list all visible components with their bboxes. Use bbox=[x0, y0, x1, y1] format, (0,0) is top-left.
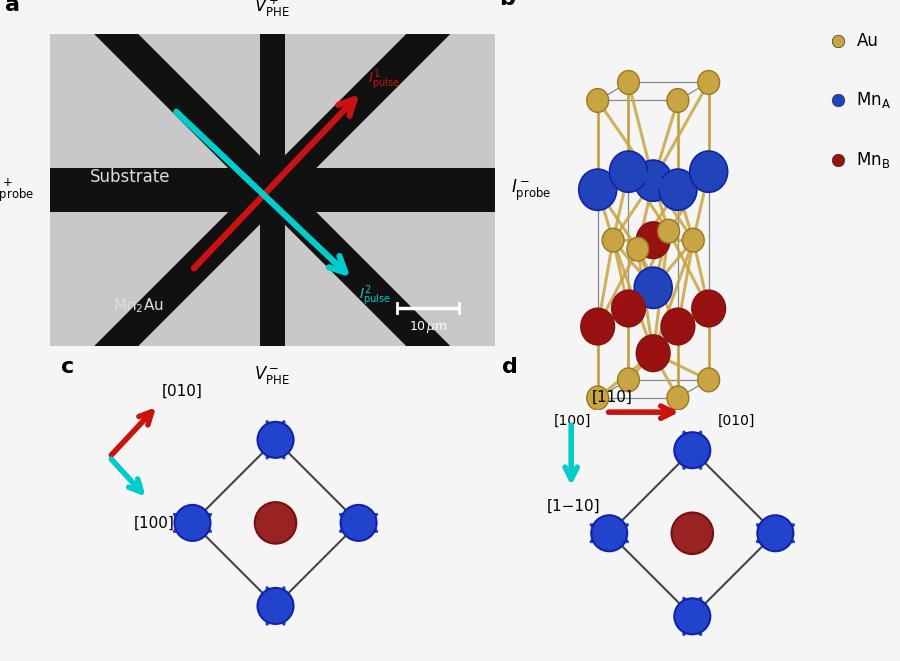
Text: [100]: [100] bbox=[133, 516, 175, 531]
Text: Mn$_\mathrm{A}$: Mn$_\mathrm{A}$ bbox=[857, 91, 891, 110]
Polygon shape bbox=[57, 179, 284, 406]
Circle shape bbox=[662, 308, 695, 345]
Circle shape bbox=[667, 386, 688, 410]
Circle shape bbox=[609, 151, 647, 192]
Circle shape bbox=[255, 502, 296, 543]
Text: Mn$_2$Au: Mn$_2$Au bbox=[113, 297, 164, 315]
Circle shape bbox=[262, 510, 289, 536]
Text: $\mathit{I}_\mathrm{probe}^+$: $\mathit{I}_\mathrm{probe}^+$ bbox=[0, 176, 34, 204]
Circle shape bbox=[680, 438, 704, 462]
Circle shape bbox=[698, 71, 720, 95]
Text: Substrate: Substrate bbox=[89, 168, 170, 186]
Text: Au: Au bbox=[857, 32, 878, 50]
Circle shape bbox=[181, 511, 204, 535]
Circle shape bbox=[587, 386, 608, 410]
Circle shape bbox=[636, 335, 670, 371]
Polygon shape bbox=[261, 0, 488, 201]
Circle shape bbox=[682, 228, 704, 252]
Circle shape bbox=[680, 605, 704, 628]
Text: $\mathit{I}^2_\mathrm{pulse}$: $\mathit{I}^2_\mathrm{pulse}$ bbox=[359, 284, 391, 308]
Circle shape bbox=[264, 594, 287, 617]
Text: [100]: [100] bbox=[554, 414, 591, 428]
Circle shape bbox=[602, 228, 624, 252]
Text: [010]: [010] bbox=[718, 414, 755, 428]
Circle shape bbox=[671, 512, 713, 554]
Circle shape bbox=[636, 222, 670, 258]
Text: d: d bbox=[502, 357, 518, 377]
Circle shape bbox=[591, 516, 627, 551]
Circle shape bbox=[579, 169, 617, 210]
Bar bbox=[260, 34, 284, 346]
Circle shape bbox=[340, 505, 376, 541]
Circle shape bbox=[689, 151, 727, 192]
Text: $\mathit{V}_\mathrm{PHE}^+$: $\mathit{V}_\mathrm{PHE}^+$ bbox=[255, 0, 290, 19]
Circle shape bbox=[674, 432, 710, 468]
Circle shape bbox=[175, 505, 211, 541]
Circle shape bbox=[634, 160, 672, 202]
Circle shape bbox=[698, 368, 720, 392]
Circle shape bbox=[658, 219, 680, 243]
Text: a: a bbox=[4, 0, 20, 15]
Circle shape bbox=[346, 511, 370, 535]
Text: [010]: [010] bbox=[161, 383, 202, 399]
Circle shape bbox=[587, 89, 608, 112]
Text: Mn$_\mathrm{B}$: Mn$_\mathrm{B}$ bbox=[857, 150, 891, 170]
Text: [110]: [110] bbox=[592, 390, 633, 405]
Circle shape bbox=[674, 598, 710, 635]
Circle shape bbox=[257, 422, 293, 458]
Text: $\mathit{I}^1_\mathrm{pulse}$: $\mathit{I}^1_\mathrm{pulse}$ bbox=[368, 67, 400, 92]
Circle shape bbox=[264, 428, 287, 451]
Circle shape bbox=[580, 308, 615, 345]
Circle shape bbox=[634, 267, 672, 309]
Circle shape bbox=[692, 290, 725, 327]
Circle shape bbox=[667, 89, 688, 112]
Polygon shape bbox=[57, 0, 284, 201]
Text: c: c bbox=[61, 357, 74, 377]
Bar bbox=[50, 168, 495, 212]
Circle shape bbox=[617, 71, 639, 95]
Circle shape bbox=[758, 516, 794, 551]
Text: [1−10]: [1−10] bbox=[547, 498, 600, 514]
Text: 10$\,\mu$m: 10$\,\mu$m bbox=[409, 319, 447, 335]
Polygon shape bbox=[261, 179, 488, 406]
Circle shape bbox=[764, 522, 788, 545]
Text: $\mathit{V}_\mathrm{PHE}^-$: $\mathit{V}_\mathrm{PHE}^-$ bbox=[255, 364, 290, 386]
Circle shape bbox=[626, 237, 649, 261]
Text: $\mathit{I}_\mathrm{probe}^-$: $\mathit{I}_\mathrm{probe}^-$ bbox=[510, 177, 551, 203]
Circle shape bbox=[612, 290, 645, 327]
Circle shape bbox=[257, 588, 293, 624]
Circle shape bbox=[679, 520, 706, 547]
Circle shape bbox=[659, 169, 697, 210]
Circle shape bbox=[598, 522, 621, 545]
Circle shape bbox=[617, 368, 639, 392]
Text: b: b bbox=[500, 0, 515, 9]
